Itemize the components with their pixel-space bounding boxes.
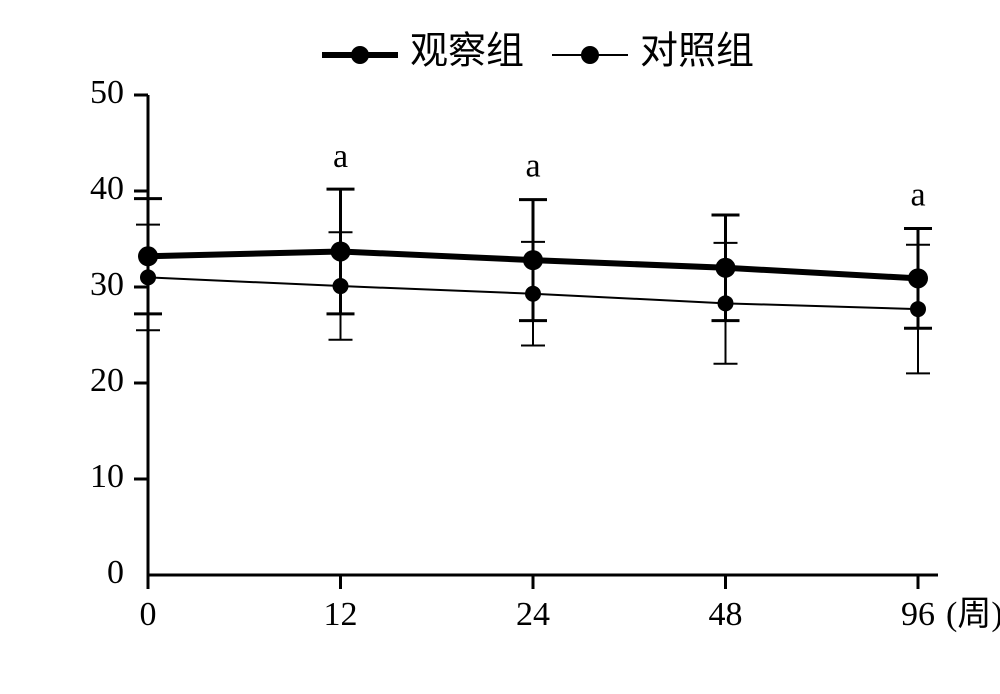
- line-chart: 0 10 20 30 40 50 0 12 24 48 96 (周) a a a 观察组 对照组: [0, 0, 1000, 694]
- svg-text:(周): (周): [946, 596, 1000, 633]
- svg-text:观察组: 观察组: [410, 31, 524, 73]
- svg-text:对照组: 对照组: [640, 31, 754, 73]
- svg-text:10: 10: [90, 458, 124, 495]
- svg-text:0: 0: [140, 596, 157, 633]
- svg-text:12: 12: [324, 596, 358, 633]
- svg-text:30: 30: [90, 266, 124, 303]
- svg-text:a: a: [910, 176, 925, 213]
- svg-text:20: 20: [90, 362, 124, 399]
- svg-text:a: a: [525, 148, 540, 185]
- svg-text:40: 40: [90, 170, 124, 207]
- svg-text:a: a: [333, 138, 348, 175]
- svg-text:48: 48: [709, 596, 743, 633]
- svg-text:96: 96: [901, 596, 935, 633]
- svg-text:0: 0: [107, 554, 124, 591]
- svg-text:50: 50: [90, 74, 124, 111]
- svg-text:24: 24: [516, 596, 550, 633]
